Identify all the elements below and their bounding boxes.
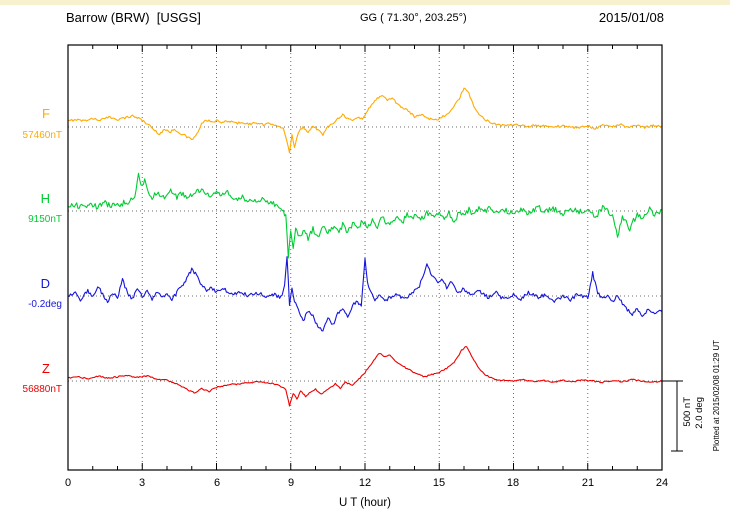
series-label-f: F xyxy=(42,106,50,121)
series-baseline-h: 9150nT xyxy=(28,214,62,225)
x-tick-label: 12 xyxy=(358,477,372,489)
scale-label-nt: 500 nT xyxy=(682,397,693,427)
top-border-strip xyxy=(0,0,730,5)
scale-label-deg: 2.0 deg xyxy=(694,397,705,429)
plotted-at-note: Plotted at 2015/02/08 01:29 UT xyxy=(712,340,721,452)
series-baseline-d: -0.2deg xyxy=(28,299,62,310)
plot-date: 2015/01/08 xyxy=(598,10,664,25)
series-label-h: H xyxy=(40,191,50,206)
x-axis-title: U T (hour) xyxy=(339,497,391,509)
x-tick-label: 21 xyxy=(581,477,595,489)
x-tick-label: 0 xyxy=(64,477,72,489)
series-label-d: D xyxy=(40,276,50,291)
series-label-z: Z xyxy=(42,361,50,376)
geographic-coordinates: GG ( 71.30°, 203.25°) xyxy=(360,12,467,24)
series-baseline-f: 57460nT xyxy=(22,130,62,141)
station-title: Barrow (BRW) [USGS] xyxy=(66,10,201,25)
x-tick-label: 9 xyxy=(287,477,295,489)
series-baseline-z: 56880nT xyxy=(22,384,62,395)
x-tick-label: 18 xyxy=(506,477,520,489)
x-tick-label: 3 xyxy=(138,477,146,489)
x-tick-label: 15 xyxy=(432,477,446,489)
x-tick-label: 24 xyxy=(655,477,669,489)
x-tick-label: 6 xyxy=(213,477,221,489)
